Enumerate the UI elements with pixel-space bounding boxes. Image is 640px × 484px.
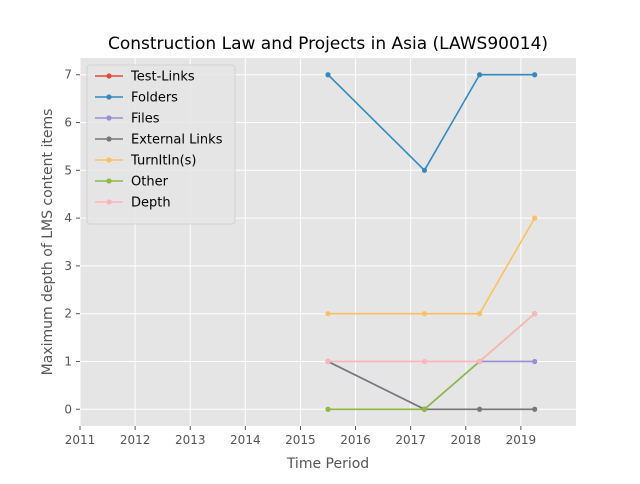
x-tick-label: 2011 <box>65 433 96 447</box>
legend-label-folders: Folders <box>131 91 178 106</box>
legend-marker-files <box>106 115 112 121</box>
legend-marker-test-links <box>106 73 112 79</box>
x-tick-label: 2015 <box>285 433 316 447</box>
legend-label-other: Other <box>131 175 169 190</box>
data-point-other <box>421 406 428 412</box>
chart-title: Construction Law and Projects in Asia (L… <box>108 34 548 54</box>
data-point-folders <box>476 72 483 78</box>
legend-label-files: Files <box>131 112 160 127</box>
legend-box <box>86 64 236 225</box>
data-point-turnitin-s <box>476 311 483 317</box>
x-tick-label: 2013 <box>175 433 206 447</box>
data-point-depth <box>421 358 428 365</box>
data-point-turnitin-s <box>421 311 428 317</box>
series-lines <box>325 72 538 412</box>
data-point-external-links <box>532 406 538 412</box>
series-line-folders <box>327 73 535 172</box>
x-tick-label: 2016 <box>340 433 371 447</box>
legend-marker-depth <box>106 199 112 205</box>
y-tick-label: 4 <box>64 211 72 225</box>
series-line-turnitin-s <box>328 217 536 315</box>
legend-marker-external-links <box>106 136 112 142</box>
legend-marker-folders <box>106 94 112 100</box>
data-point-external-links <box>476 406 483 412</box>
legend-marker-other <box>106 178 112 184</box>
data-point-files <box>532 358 538 365</box>
data-point-depth <box>476 358 483 365</box>
series-line-external-links <box>327 360 535 411</box>
data-point-turnitin-s <box>325 311 331 317</box>
x-tick-label: 2014 <box>230 433 261 447</box>
y-axis-label: Maximum depth of LMS content items <box>40 109 56 376</box>
data-point-folders <box>421 167 428 173</box>
data-point-other <box>325 406 331 412</box>
series-line-depth <box>328 313 536 363</box>
x-tick-label: 2018 <box>451 433 482 447</box>
y-tick-label: 0 <box>64 402 72 416</box>
data-point-folders <box>532 72 538 78</box>
y-tick-label: 5 <box>64 163 72 177</box>
y-tick-label: 7 <box>64 68 72 82</box>
legend: Test-Links Folders Files External Links Turn… <box>86 64 236 225</box>
legend-label-depth: Depth <box>131 196 171 211</box>
x-axis-label: Time Period <box>286 456 369 472</box>
legend-label-external-links: External Links <box>131 133 223 148</box>
legend-label-test-links: Test-Links <box>130 70 195 85</box>
data-point-depth <box>532 311 538 317</box>
data-point-depth <box>325 358 331 365</box>
data-point-turnitin-s <box>532 215 538 221</box>
y-tick-label: 3 <box>64 259 72 273</box>
y-tick-label: 6 <box>64 116 72 130</box>
y-axis-ticks: 0 1 2 3 4 5 6 7 <box>64 68 80 416</box>
y-tick-label: 1 <box>64 354 72 368</box>
y-tick-label: 2 <box>64 307 72 321</box>
legend-label-turnitin-s: TurnItIn(s) <box>130 154 196 169</box>
x-tick-label: 2019 <box>506 433 537 447</box>
x-axis-ticks: 2011 2012 2013 2014 2015 2016 2017 2018 2019 <box>65 426 536 447</box>
x-tick-label: 2012 <box>120 433 151 447</box>
legend-marker-turnitin-s <box>106 157 112 163</box>
data-point-folders <box>325 72 331 78</box>
x-tick-label: 2017 <box>395 433 426 447</box>
